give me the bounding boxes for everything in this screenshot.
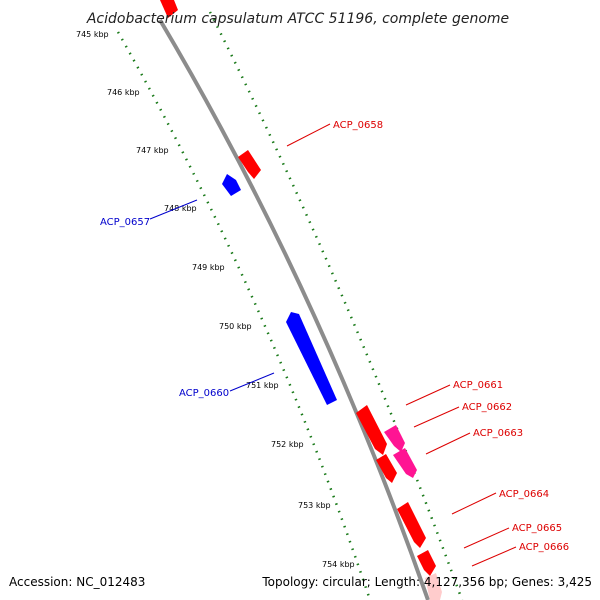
- leader-acp-0661: [405, 384, 451, 406]
- tick-label-753: 753 kbp: [298, 501, 331, 510]
- tick-label-748: 748 kbp: [164, 204, 197, 213]
- leader-acp-0658: [286, 123, 331, 147]
- gene-acp-0664-shape[interactable]: [397, 502, 426, 548]
- leader-acp-0663: [425, 432, 471, 455]
- gene-acp-0666-shape[interactable]: [425, 573, 442, 600]
- gene-label-acp-0658[interactable]: ACP_0658: [333, 120, 383, 131]
- map-title: Acidobacterium capsulatum ATCC 51196, co…: [86, 11, 509, 27]
- accession-text: Accession: NC_012483: [9, 575, 145, 589]
- gene-label-acp-0666[interactable]: ACP_0666: [519, 542, 569, 553]
- tick-label-754: 754 kbp: [322, 560, 355, 569]
- tick-label-745: 745 kbp: [76, 30, 109, 39]
- tick-label-747: 747 kbp: [136, 146, 169, 155]
- gene-acp-0661b-shape[interactable]: [376, 454, 397, 483]
- gene-acp-0658-shape[interactable]: [238, 150, 261, 179]
- leader-acp-0666: [471, 546, 517, 567]
- gene-acp-0657-shape[interactable]: [222, 174, 241, 196]
- gene-label-acp-0660[interactable]: ACP_0660: [179, 388, 229, 399]
- tick-label-751: 751 kbp: [246, 381, 279, 390]
- leader-acp-0657: [149, 199, 198, 220]
- gene-acp-0663-shape[interactable]: [393, 448, 417, 478]
- gene-acp-0661-shape[interactable]: [356, 405, 387, 455]
- tick-label-746: 746 kbp: [107, 88, 140, 97]
- gene-label-acp-0665[interactable]: ACP_0665: [512, 523, 562, 534]
- inner-gc-track: [116, 31, 372, 600]
- outer-gc-track: [208, 11, 464, 600]
- leader-acp-0665: [463, 527, 510, 549]
- gene-label-acp-0662[interactable]: ACP_0662: [462, 402, 512, 413]
- leader-acp-0662: [413, 406, 460, 428]
- tick-label-750: 750 kbp: [219, 322, 252, 331]
- gene-acp-0665-shape[interactable]: [417, 550, 436, 576]
- gene-label-acp-0657[interactable]: ACP_0657: [100, 217, 150, 228]
- gene-label-acp-0661[interactable]: ACP_0661: [453, 380, 503, 391]
- tick-label-749: 749 kbp: [192, 263, 225, 272]
- gene-label-acp-0663[interactable]: ACP_0663: [473, 428, 523, 439]
- leader-acp-0660: [229, 372, 275, 392]
- tick-label-752: 752 kbp: [271, 440, 304, 449]
- genome-backbone: [158, 18, 430, 600]
- gene-acp-0660-shape[interactable]: [286, 312, 337, 405]
- leader-acp-0664: [451, 492, 497, 515]
- genome-summary-text: Topology: circular; Length: 4,127,356 bp…: [261, 575, 592, 589]
- gene-top-partial-shape: [160, 0, 178, 18]
- gene-label-acp-0664[interactable]: ACP_0664: [499, 489, 549, 500]
- gene-acp-0662-shape[interactable]: [384, 425, 405, 452]
